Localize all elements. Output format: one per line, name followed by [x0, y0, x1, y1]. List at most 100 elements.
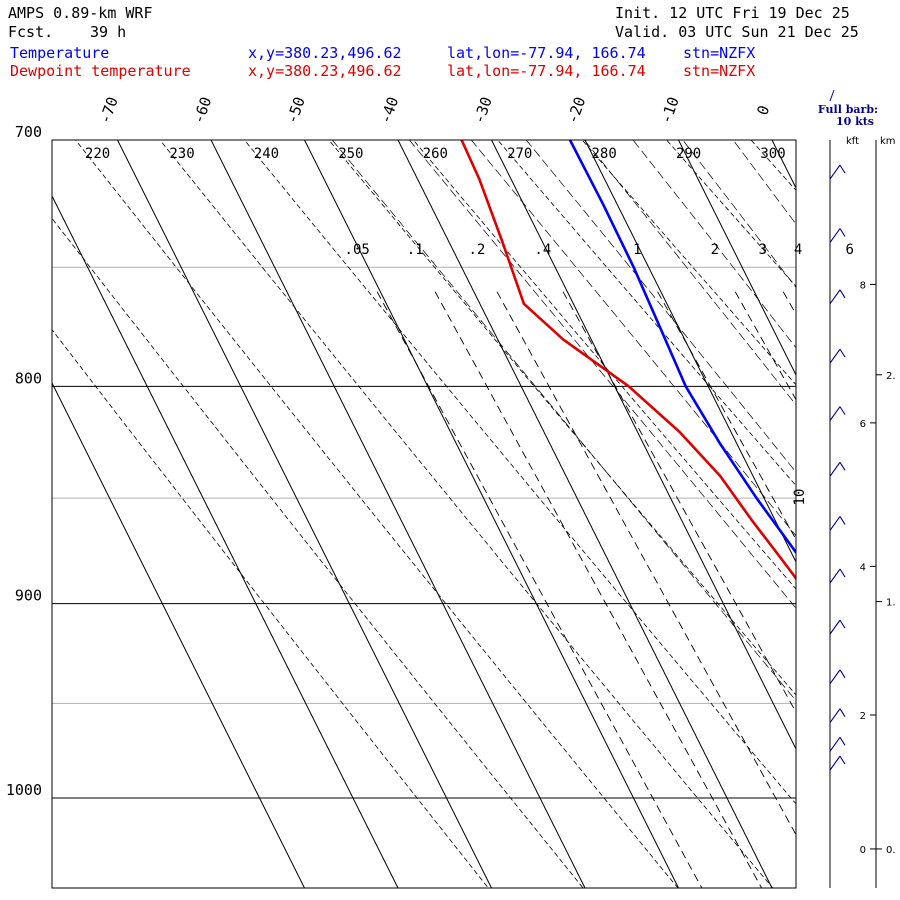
mixing-ratio-line — [496, 291, 796, 836]
temperature-tick-label: 0 — [753, 103, 773, 118]
temperature-tick-label: -20 — [563, 94, 589, 126]
plot-frame — [51, 139, 797, 889]
isotherm-line — [584, 140, 796, 564]
theta-label: 250 — [338, 146, 363, 162]
dry-adiabat-line — [243, 140, 796, 805]
model-title: AMPS 0.89-km WRF — [8, 4, 153, 22]
wind-barb-staff — [829, 708, 841, 724]
mixing-ratio-label: 6 — [845, 242, 853, 258]
wind-barb-flag — [839, 406, 846, 415]
mixing-ratio-label: 4 — [794, 242, 802, 258]
moist-adiabat-line — [470, 140, 796, 537]
kft-tick-label: 2 — [860, 711, 866, 722]
isotherm-label: 10 — [792, 489, 808, 506]
mixing-ratio-line — [434, 291, 763, 888]
km-tick-label: 0. — [886, 845, 896, 856]
wind-barb-staff — [829, 568, 841, 584]
mixing-ratio-label: 3 — [759, 242, 767, 258]
isotherm-line — [52, 194, 399, 888]
temperature-tick-label: -60 — [189, 94, 215, 126]
isotherm-line — [678, 140, 796, 377]
mixing-ratio-label: .4 — [534, 242, 551, 258]
mixing-ratio-label: 1 — [633, 242, 641, 258]
wind-barb-flag — [839, 228, 846, 237]
wind-barb-staff — [829, 348, 841, 364]
km-tick-label: 2. — [886, 371, 896, 382]
theta-label: 290 — [676, 146, 701, 162]
wind-barb-flag — [839, 289, 846, 299]
theta-label: 280 — [592, 146, 617, 162]
series-dewpoint-temperature — [460, 140, 796, 581]
dry-adiabat-line — [52, 329, 489, 888]
mixing-ratio-line — [657, 291, 796, 541]
wind-barb-flag — [839, 164, 846, 174]
wind-barb-flag — [839, 669, 846, 679]
temperature-tick-label: -40 — [376, 94, 402, 126]
isotherm-line — [304, 140, 679, 888]
pressure-label: 700 — [15, 123, 42, 141]
legend-temperature-name: Temperature — [10, 44, 110, 62]
legend-dewpoint-name: Dewpoint temperature — [10, 62, 191, 80]
temperature-tick-label: -10 — [657, 94, 683, 126]
temperature-tick-label: -50 — [283, 94, 309, 126]
legend-temperature-xy: x,y=380.23,496.62 — [248, 44, 402, 62]
legend-dewpoint-xy: x,y=380.23,496.62 — [248, 62, 402, 80]
mixing-ratio-label: .2 — [468, 242, 485, 258]
series-temperature — [568, 140, 796, 555]
dry-adiabat-line — [412, 140, 796, 590]
theta-label: 230 — [169, 146, 194, 162]
dry-adiabat-line — [581, 140, 796, 386]
mixing-ratio-line — [734, 291, 796, 401]
wind-barb-staff — [829, 289, 841, 305]
kft-tick-label: 8 — [860, 280, 866, 291]
moist-adiabat-line — [632, 140, 796, 349]
init-time: Init. 12 UTC Fri 19 Dec 25 — [615, 4, 850, 22]
wind-barb-staff — [829, 619, 841, 635]
mixing-ratio-line — [819, 292, 900, 900]
barb-legend-symbol — [829, 89, 835, 102]
dry-adiabat-line — [328, 140, 796, 696]
pressure-label: 900 — [15, 587, 42, 605]
wind-barb-staff — [829, 669, 841, 685]
theta-label: 240 — [254, 146, 279, 162]
legend-temperature-latlon: lat,lon=-77.94, 166.74 — [447, 44, 646, 62]
wind-barb-flag — [839, 619, 846, 629]
forecast-label: Fcst. — [8, 23, 54, 41]
temperature-tick-label: -30 — [470, 94, 496, 126]
theta-label: 300 — [760, 146, 785, 162]
kft-axis-label: kft — [846, 136, 859, 147]
wind-barb-flag — [839, 708, 846, 717]
barb-legend-line2: 10 kts — [836, 115, 874, 128]
theta-label: 220 — [85, 146, 110, 162]
valid-time: Valid. 03 UTC Sun 21 Dec 25 — [615, 23, 859, 41]
pressure-label: 800 — [15, 369, 42, 387]
wind-barb-staff — [829, 164, 841, 180]
isotherm-line — [210, 140, 586, 888]
mixing-ratio-label: .1 — [407, 242, 424, 258]
moist-adiabat-line — [682, 140, 796, 289]
mixing-ratio-label: .05 — [345, 242, 370, 258]
mixing-ratio-line — [782, 291, 796, 316]
wind-barb-flag — [839, 516, 846, 525]
moist-adiabat-line — [525, 140, 796, 473]
wind-barb-flag — [839, 568, 846, 578]
barb-legend-line1: Full barb: — [818, 103, 878, 116]
theta-label: 260 — [423, 146, 448, 162]
wind-barb-flag — [839, 755, 846, 765]
kft-tick-label: 4 — [860, 562, 866, 573]
theta-label: 270 — [507, 146, 532, 162]
mixing-ratio-line — [870, 292, 900, 900]
moist-adiabat-line — [408, 140, 796, 609]
moist-adiabat-line — [583, 140, 796, 406]
dry-adiabat-line — [75, 140, 679, 888]
legend-dewpoint-latlon: lat,lon=-77.94, 166.74 — [447, 62, 646, 80]
pressure-label: 1000 — [6, 781, 42, 799]
wind-barb-flag — [839, 348, 846, 358]
isotherm-line — [491, 140, 796, 751]
wind-barb-staff — [829, 736, 841, 752]
dry-adiabat-line — [52, 217, 584, 888]
isotherm-line — [771, 140, 796, 190]
dry-adiabat-line — [871, 87, 900, 900]
isotherm-line — [117, 140, 492, 888]
